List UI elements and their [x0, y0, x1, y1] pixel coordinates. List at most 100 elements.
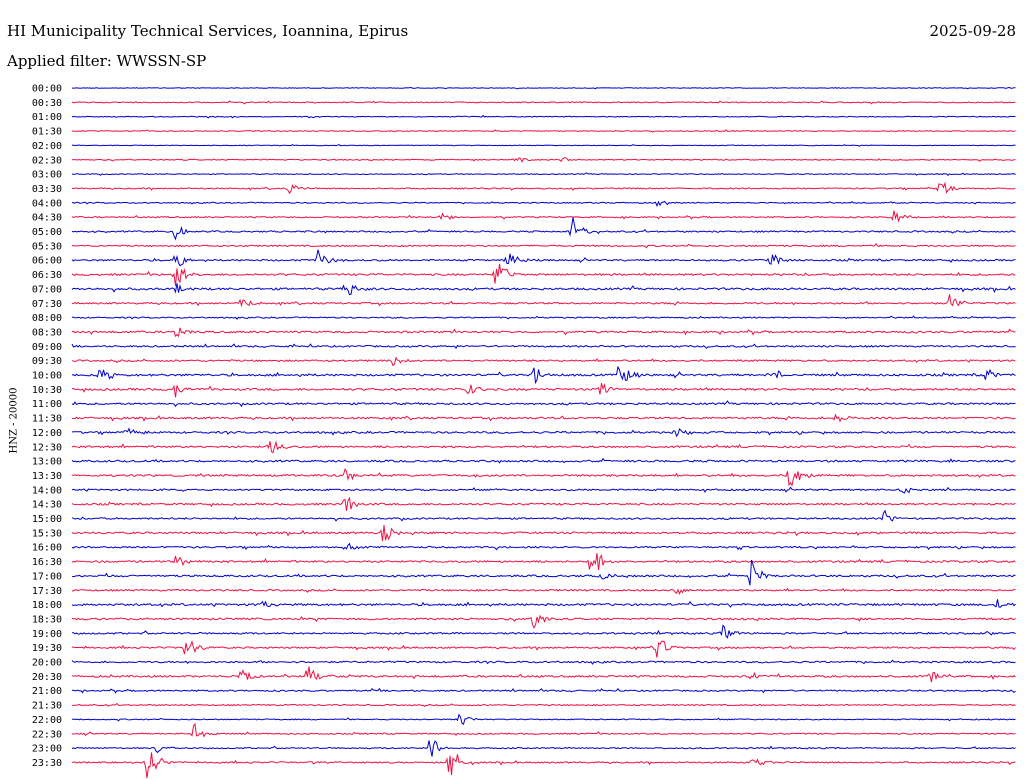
- seismic-trace: [71, 702, 1016, 708]
- seismic-trace: [71, 315, 1016, 320]
- row-time-label: 21:30: [32, 701, 62, 712]
- row-time-label: 10:00: [32, 371, 62, 382]
- filter-label: Applied filter: WWSSN-SP: [7, 52, 207, 70]
- row-time-label: 00:00: [32, 84, 62, 95]
- row-time-label: 23:00: [32, 744, 62, 755]
- row-time-label: 14:00: [32, 485, 62, 496]
- seismic-trace: [71, 114, 1016, 119]
- row-time-label: 16:30: [32, 557, 62, 568]
- row-time-label: 02:30: [32, 155, 62, 166]
- seismic-trace: [72, 86, 1016, 90]
- row-time-label: 16:00: [32, 543, 62, 554]
- row-time-label: 06:00: [32, 256, 62, 267]
- seismic-trace: [71, 181, 1016, 195]
- seismic-trace: [71, 327, 1016, 338]
- seismic-trace: [71, 249, 1016, 267]
- seismic-trace: [71, 713, 1016, 725]
- seismic-trace: [71, 172, 1016, 176]
- seismic-trace: [71, 740, 1016, 757]
- row-time-label: 07:00: [32, 284, 62, 295]
- row-time-label: 18:00: [32, 600, 62, 611]
- seismic-trace: [71, 659, 1016, 665]
- seismic-trace: [71, 440, 1016, 454]
- seismic-trace: [71, 457, 1016, 464]
- row-time-label: 11:00: [32, 399, 62, 410]
- row-time-label: 19:00: [32, 629, 62, 640]
- row-time-label: 23:30: [32, 758, 62, 769]
- seismic-trace: [71, 400, 1016, 408]
- row-time-label: 17:30: [32, 586, 62, 597]
- row-time-label: 15:30: [32, 528, 62, 539]
- seismic-trace: [71, 599, 1016, 608]
- row-time-label: 11:30: [32, 414, 62, 425]
- row-time-label: 01:00: [32, 112, 62, 123]
- row-time-label: 09:00: [32, 342, 62, 353]
- seismic-trace: [71, 242, 1016, 249]
- seismic-trace: [71, 559, 1016, 586]
- seismic-trace: [71, 283, 1016, 296]
- row-time-label: 07:30: [32, 299, 62, 310]
- row-time-label: 10:30: [32, 385, 62, 396]
- seismic-trace: [71, 413, 1016, 423]
- row-time-label: 15:00: [32, 514, 62, 525]
- row-time-label: 04:30: [32, 213, 62, 224]
- seismic-trace: [71, 343, 1016, 350]
- seismic-trace: [71, 200, 1016, 208]
- seismic-trace: [71, 157, 1016, 163]
- seismic-trace: [71, 486, 1016, 494]
- row-time-label: 20:00: [32, 658, 62, 669]
- row-time-label: 13:00: [32, 457, 62, 468]
- row-time-label: 14:30: [32, 500, 62, 511]
- seismic-trace: [72, 467, 1016, 487]
- row-time-label: 19:30: [32, 643, 62, 654]
- station-title: HI Municipality Technical Services, Ioan…: [7, 22, 409, 40]
- seismic-trace: [71, 553, 1016, 571]
- row-time-label: 12:00: [32, 428, 62, 439]
- row-time-label: 03:00: [32, 170, 62, 181]
- row-time-label: 04:00: [32, 198, 62, 209]
- seismic-trace: [71, 524, 1016, 541]
- row-time-label: 13:30: [32, 471, 62, 482]
- seismic-trace: [71, 687, 1016, 694]
- seismic-trace: [71, 722, 1016, 738]
- seismic-trace: [71, 383, 1016, 398]
- seismic-trace: [71, 210, 1016, 223]
- row-time-label: 05:00: [32, 227, 62, 238]
- row-time-label: 05:30: [32, 241, 62, 252]
- row-time-label: 22:00: [32, 715, 62, 726]
- seismic-trace: [71, 496, 1016, 511]
- seismic-trace: [71, 144, 1016, 147]
- row-time-label: 01:30: [32, 127, 62, 138]
- record-date: 2025-09-28: [929, 22, 1016, 40]
- seismic-trace: [71, 666, 1016, 683]
- row-time-label: 03:30: [32, 184, 62, 195]
- seismic-trace: [71, 100, 1016, 105]
- seismic-trace: [71, 614, 1016, 629]
- row-time-label: 20:30: [32, 672, 62, 683]
- seismic-trace: [71, 365, 1016, 385]
- seismic-trace: [71, 129, 1016, 133]
- row-time-label: 08:30: [32, 327, 62, 338]
- row-time-label: 18:30: [32, 614, 62, 625]
- row-time-label: 12:30: [32, 442, 62, 453]
- row-time-label: 22:30: [32, 729, 62, 740]
- seismic-trace: [71, 542, 1016, 551]
- seismic-trace: [71, 640, 1016, 658]
- seismic-trace: [71, 356, 1016, 367]
- row-time-label: 17:00: [32, 571, 62, 582]
- seismic-trace: [72, 624, 1016, 639]
- row-time-label: 09:30: [32, 356, 62, 367]
- seismic-trace: [71, 263, 1016, 287]
- seismic-trace: [71, 294, 1016, 308]
- seismic-trace: [71, 217, 1016, 241]
- row-time-label: 21:00: [32, 686, 62, 697]
- seismic-trace: [71, 509, 1016, 522]
- seismic-trace: [71, 752, 1016, 779]
- row-time-label: 02:00: [32, 141, 62, 152]
- seismic-trace: [71, 427, 1016, 438]
- row-time-label: 08:00: [32, 313, 62, 324]
- row-time-label: 00:30: [32, 98, 62, 109]
- seismic-trace: [71, 587, 1016, 596]
- row-time-label: 06:30: [32, 270, 62, 281]
